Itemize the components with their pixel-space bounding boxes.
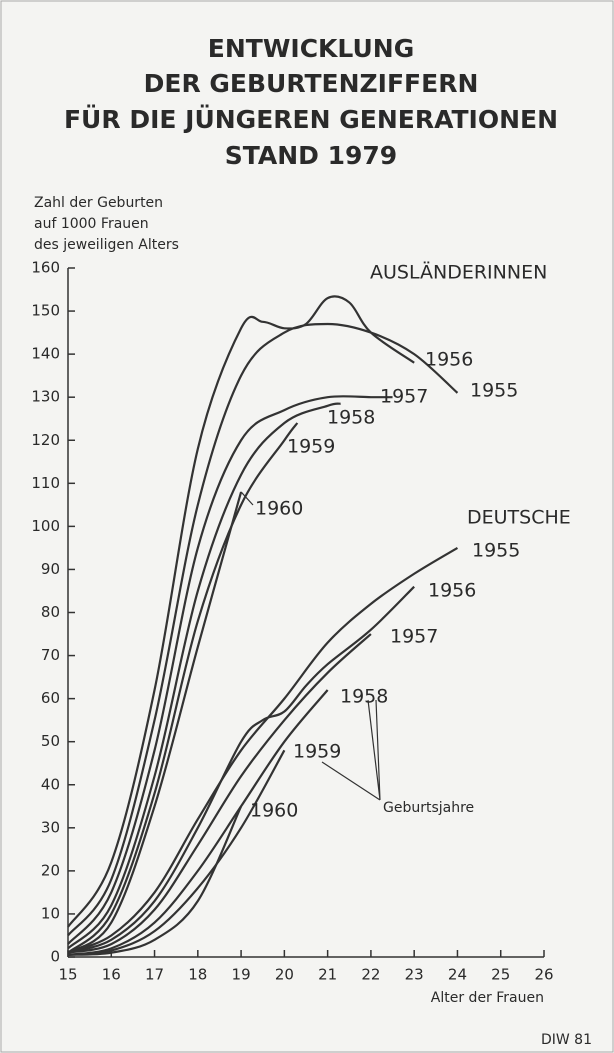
y-axis-label: auf 1000 Frauen [34, 216, 149, 232]
source: DIW 81 [541, 1032, 592, 1048]
series-label: 1957 [380, 386, 428, 408]
series-line [67, 805, 243, 956]
x-tick-label: 23 [405, 966, 424, 984]
x-tick-label: 17 [145, 966, 164, 984]
series-line [67, 689, 329, 956]
x-tick-label: 24 [448, 966, 467, 984]
chart-title: DER GEBURTENZIFFERN [144, 69, 479, 98]
y-tick-label: 90 [41, 560, 60, 578]
series-line [67, 402, 341, 950]
x-tick-label: 20 [275, 966, 294, 984]
y-tick-label: 20 [41, 861, 60, 879]
y-tick-label: 130 [31, 388, 60, 406]
series-label: 1955 [470, 380, 518, 402]
series-label: 1958 [340, 686, 388, 708]
label-leader [240, 491, 254, 506]
group-label: DEUTSCHE [467, 507, 571, 529]
y-tick-label: 0 [50, 948, 60, 966]
series-label: 1955 [472, 540, 520, 562]
x-tick-label: 22 [361, 966, 380, 984]
series-line [67, 633, 372, 954]
series-line [67, 546, 459, 954]
y-axis-label: Zahl der Geburten [34, 195, 163, 211]
annotation: Geburtsjahre [383, 800, 474, 816]
series-line [67, 491, 243, 954]
chart-title: STAND 1979 [225, 141, 397, 170]
series-label: 1956 [428, 580, 476, 602]
series-label: 1959 [293, 741, 341, 763]
y-tick-label: 150 [31, 302, 60, 320]
series-line [67, 749, 286, 956]
series-label: 1958 [327, 407, 375, 429]
series-label: 1957 [390, 626, 438, 648]
y-tick-label: 30 [41, 818, 60, 836]
series-line [67, 322, 459, 937]
y-tick-label: 140 [31, 345, 60, 363]
series-line [67, 422, 299, 954]
y-tick-label: 80 [41, 603, 60, 621]
x-tick-label: 18 [188, 966, 207, 984]
x-axis-label: Alter der Frauen [431, 990, 544, 1006]
y-tick-label: 50 [41, 732, 60, 750]
series-label: 1959 [287, 436, 335, 458]
x-tick-label: 15 [58, 966, 77, 984]
x-tick-label: 25 [491, 966, 510, 984]
series-line [67, 395, 393, 945]
series-label: 1960 [250, 800, 298, 822]
y-tick-label: 70 [41, 646, 60, 664]
chart-title: ENTWICKLUNG [208, 34, 414, 63]
series-label: 1960 [255, 498, 303, 520]
x-tick-label: 19 [232, 966, 251, 984]
y-tick-label: 60 [41, 689, 60, 707]
y-tick-label: 160 [31, 259, 60, 277]
y-tick-label: 110 [31, 474, 60, 492]
x-tick-label: 16 [102, 966, 121, 984]
y-tick-label: 40 [41, 775, 60, 793]
series-label: 1956 [425, 349, 473, 371]
x-tick-label: 26 [534, 966, 553, 984]
y-tick-label: 10 [41, 904, 60, 922]
y-axis-label: des jeweiligen Alters [34, 237, 179, 253]
series-line [67, 295, 415, 928]
x-tick-label: 21 [318, 966, 337, 984]
group-label: AUSLÄNDERINNEN [370, 261, 547, 284]
annotation-leader [321, 699, 381, 801]
chart-title: FÜR DIE JÜNGEREN GENERATIONEN [64, 104, 558, 134]
y-tick-label: 100 [31, 517, 60, 535]
y-tick-label: 120 [31, 431, 60, 449]
series-line [67, 585, 415, 954]
